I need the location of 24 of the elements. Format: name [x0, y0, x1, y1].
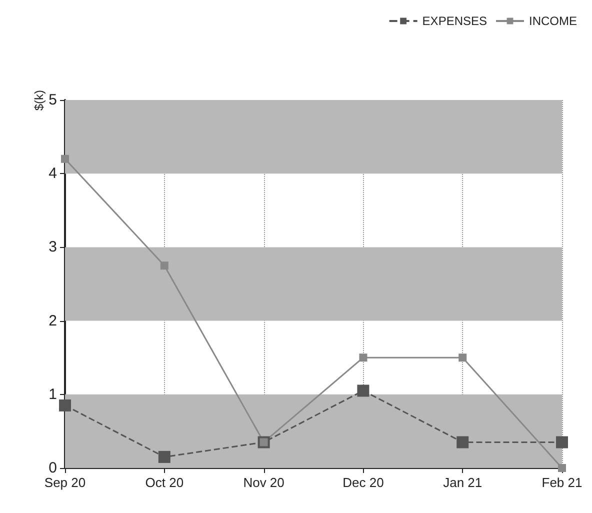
x-tick-label: Feb 21	[542, 475, 582, 490]
x-tick-label: Oct 20	[145, 475, 184, 490]
x-tick-label: Dec 20	[342, 475, 384, 490]
y-tick-label: 0	[48, 460, 57, 476]
legend-label: EXPENSES	[422, 14, 488, 28]
point	[158, 450, 170, 463]
x-tick-label: Jan 21	[443, 475, 482, 490]
y-tick-label: 2	[48, 312, 57, 330]
point	[359, 354, 368, 362]
point	[458, 354, 467, 362]
point	[59, 399, 71, 412]
point	[160, 262, 168, 270]
y-tick-label: 4	[48, 165, 57, 182]
x-tick-label: Sep 20	[44, 475, 86, 490]
y-tick-label: 1	[48, 386, 57, 403]
y-axis-title: $(k)	[32, 90, 46, 111]
legend-label: INCOME	[529, 14, 577, 28]
point	[456, 436, 469, 448]
point	[556, 436, 568, 448]
y-tick-label: 5	[48, 92, 57, 108]
y-tick-label: 3	[48, 238, 57, 256]
point	[61, 154, 69, 163]
x-tick-label: Nov 20	[243, 475, 284, 490]
point	[357, 384, 370, 397]
